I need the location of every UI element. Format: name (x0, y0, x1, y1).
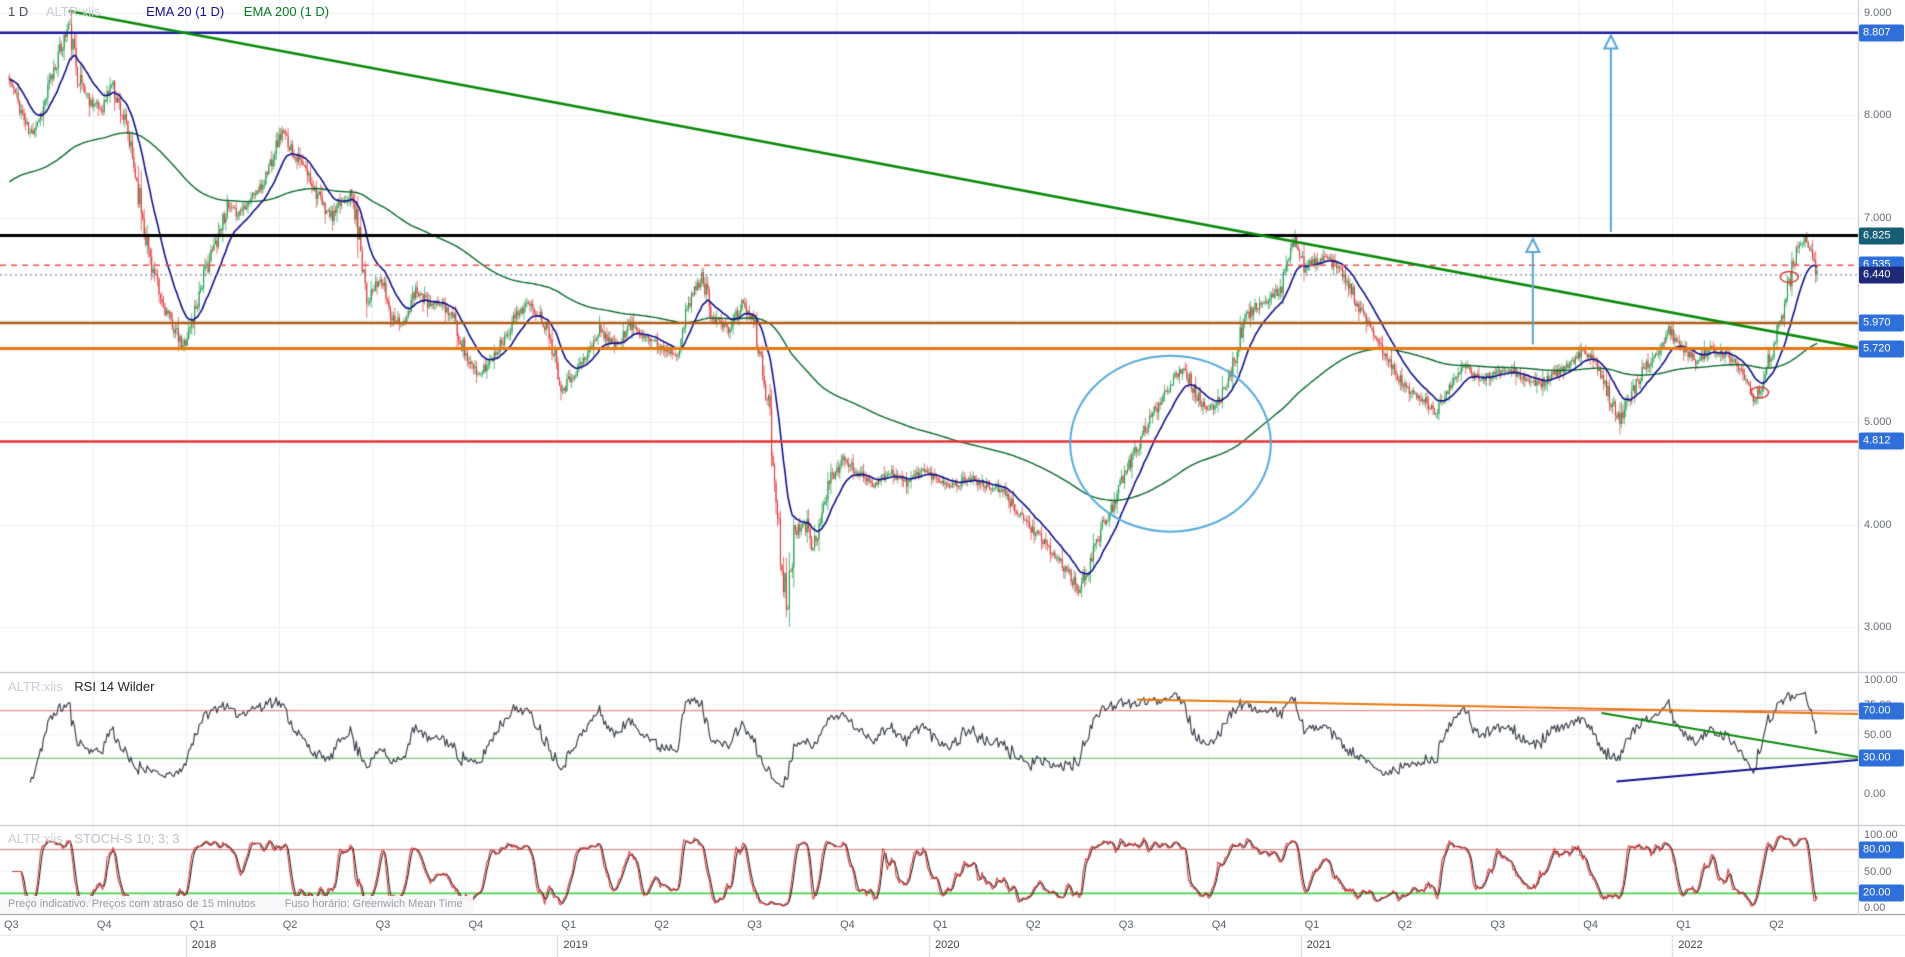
quarter-tick-label: Q4 (840, 919, 855, 931)
rsi-legend: ALTR:xlis RSI 14 Wilder (8, 679, 154, 694)
quarter-tick-label: Q3 (375, 919, 391, 931)
time-axis[interactable]: Q3 Q4 Q1 Q2 Q3 Q4 Q1 Q2 Q3 Q4 Q1 Q2 Q3 Q4 Q1 Q2 Q3 Q4 Q1 Q2… (0, 915, 1905, 957)
price-tick-label: 9.000 (1864, 7, 1892, 19)
price-tick-label: 7.000 (1864, 211, 1892, 224)
quarter-tick-label: Q2 (1397, 919, 1413, 931)
price-tick-label: 5.000 (1864, 416, 1892, 429)
quarter-tick-label: Q1 (1676, 919, 1691, 931)
stoch-level-badge: 20.00 (1859, 884, 1904, 902)
quarter-tick-label: Q2 (1769, 919, 1784, 931)
price-level-badge: 4.812 (1859, 432, 1904, 450)
quarter-tick-label: Q1 (1304, 919, 1320, 931)
stoch-tick-label: 50.00 (1864, 865, 1892, 878)
timeframe-label[interactable]: 1 D (8, 4, 29, 19)
quarter-tick-label: Q4 (468, 919, 484, 931)
quarter-tick-label: Q2 (654, 919, 669, 931)
price-tick-label: 4.000 (1864, 518, 1892, 531)
price-tick-label: 3.000 (1864, 620, 1892, 633)
price-level-badge: 5.720 (1859, 340, 1904, 358)
quarter-tick-label: Q4 (96, 919, 112, 931)
rsi-level-badge: 70.00 (1859, 702, 1904, 720)
main-legend: 1 D ALTR:xlis EMA 20 (1 D) EMA 200 (1 D) (8, 4, 329, 19)
quarter-tick-label: Q3 (1490, 919, 1506, 931)
year-label: 2022 (1678, 939, 1703, 951)
quarter-tick-label: Q1 (933, 919, 948, 931)
quarter-tick-label: Q4 (1583, 919, 1598, 931)
rsi-tick-label: 100.00 (1864, 674, 1898, 686)
chart-footer: Preço indicativo. Preços com atraso de 1… (0, 896, 473, 913)
footer-disclaimer: Preço indicativo. Preços com atraso de 1… (8, 898, 256, 910)
year-label: 2020 (935, 939, 960, 951)
ema200-legend[interactable]: EMA 200 (1 D) (243, 4, 330, 19)
stoch-title[interactable]: STOCH-S 10; 3; 3 (74, 831, 180, 846)
quarter-tick-label: Q1 (189, 919, 205, 931)
year-label: 2021 (1306, 939, 1332, 951)
rsi-title[interactable]: RSI 14 Wilder (74, 679, 155, 694)
stoch-symbol-label: ALTR:xlis (8, 831, 63, 846)
price-level-badge: 8.807 (1859, 24, 1904, 42)
ema20-legend[interactable]: EMA 20 (1 D) (146, 4, 225, 19)
price-level-badge: 6.825 (1859, 227, 1904, 244)
quarter-tick-label: Q4 (1211, 919, 1227, 931)
rsi-symbol-label: ALTR:xlis (8, 679, 63, 694)
price-axis[interactable]: 9.0008.0007.0006.0005.0004.0003.0008.807… (1858, 0, 1905, 915)
quarter-tick-label: Q1 (561, 919, 577, 931)
rsi-tick-label: 50.00 (1864, 728, 1892, 741)
quarter-tick-label: Q3 (1118, 919, 1134, 931)
last-price-badge: 6.440 (1859, 266, 1904, 284)
quarter-tick-label: Q3 (747, 919, 762, 931)
quarter-tick-label: Q3 (4, 919, 19, 931)
year-label: 2019 (563, 939, 588, 951)
stoch-level-badge: 80.00 (1859, 841, 1904, 859)
price-level-badge: 5.970 (1859, 314, 1904, 332)
symbol-label: ALTR:xlis (45, 4, 101, 19)
quarter-tick-label: Q2 (1025, 919, 1041, 931)
stoch-legend: ALTR:xlis STOCH-S 10; 3; 3 (8, 831, 180, 846)
stoch-tick-label: 100.00 (1864, 829, 1898, 841)
footer-timezone: Fuso horário: Greenwich Mean Time (284, 898, 463, 910)
quarter-tick-label: Q2 (282, 919, 298, 931)
stoch-tick-label: 0.00 (1864, 902, 1886, 914)
rsi-tick-label: 0.00 (1864, 788, 1886, 800)
year-label: 2018 (191, 939, 217, 951)
rsi-level-badge: 30.00 (1859, 749, 1904, 767)
price-tick-label: 8.000 (1864, 109, 1892, 122)
